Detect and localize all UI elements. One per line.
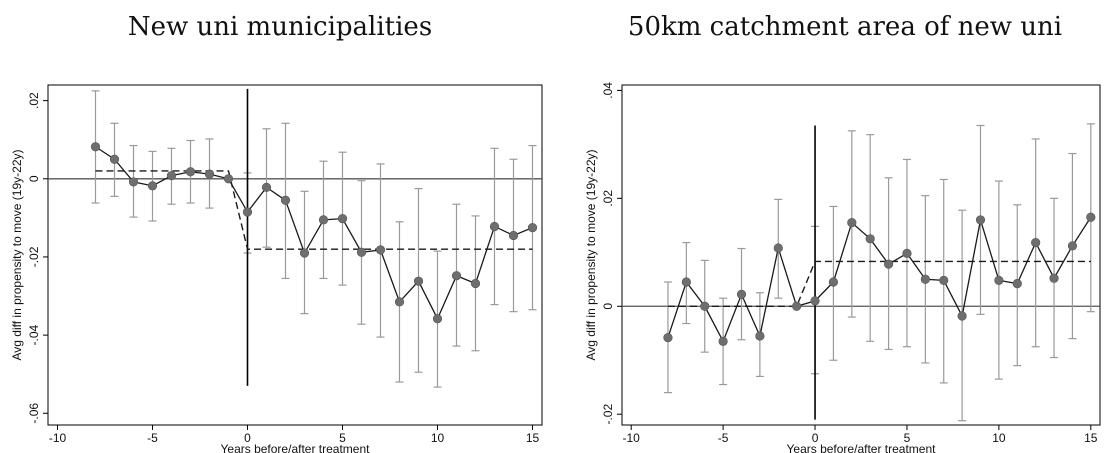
y-tick-label: .02 <box>27 92 41 109</box>
x-tick-label: 10 <box>992 431 1006 445</box>
estimate-point <box>718 336 728 346</box>
y-tick-label: 0 <box>601 303 615 310</box>
pre-post-average-line <box>667 260 1091 307</box>
estimate-point <box>1067 241 1078 251</box>
estimate-point <box>109 154 120 164</box>
estimate-point <box>508 230 519 241</box>
estimate-point <box>166 171 177 181</box>
estimate-point <box>128 177 139 187</box>
right-chart: -10 -5 0 5 10 15 -.02 0 .02 .04 Years before/after… <box>584 82 1101 453</box>
x-axis-title: Years before/after treatment <box>221 442 371 453</box>
x-tick-label: 0 <box>244 431 251 445</box>
estimate-point <box>957 311 967 321</box>
estimate-point <box>902 248 912 258</box>
left-chart: -10 -5 0 5 10 15 -.06 -.04 -.02 0 .02 Years before/… <box>10 84 543 453</box>
estimate-point <box>865 234 875 244</box>
left-panel-title: New uni municipalities <box>127 12 433 42</box>
pre-post-average-line <box>95 170 533 250</box>
y-tick-label: 0 <box>27 175 41 182</box>
estimate-point <box>736 289 747 299</box>
estimate-point <box>147 181 158 191</box>
x-axis-title: Years before/after treatment <box>787 442 937 453</box>
estimate-point <box>681 277 691 287</box>
estimate-point <box>1031 237 1041 248</box>
y-axis-title: Avg diff in propensity to move (19y-22y) <box>584 150 598 361</box>
y-tick-label: -.04 <box>27 324 41 345</box>
x-tick-label: 10 <box>431 431 445 445</box>
plot-frame <box>621 84 1101 426</box>
estimate-point <box>1012 279 1022 289</box>
estimate-point <box>318 215 329 225</box>
estimate-point <box>792 301 802 311</box>
y-tick-label: .02 <box>601 190 615 207</box>
estimate-point <box>242 207 253 217</box>
y-axis-title: Avg diff in propensity to move (19y-22y) <box>10 150 24 361</box>
estimate-point <box>489 221 500 232</box>
estimate-point <box>413 276 424 286</box>
estimate-point <box>810 296 820 306</box>
y-tick-label: .04 <box>601 82 615 99</box>
estimate-point <box>939 275 949 285</box>
estimate-point <box>883 259 894 269</box>
estimate-point <box>1049 273 1059 283</box>
x-tick-label: 15 <box>526 431 540 445</box>
estimate-point <box>394 297 405 307</box>
x-tick-label: -5 <box>147 431 158 445</box>
estimate-point <box>375 245 386 255</box>
y-tick-label: -.02 <box>601 404 615 425</box>
estimate-point <box>828 277 839 287</box>
estimate-point <box>994 275 1004 285</box>
estimate-point <box>975 215 986 225</box>
estimate-point <box>663 332 673 343</box>
x-tick-label: 0 <box>812 431 819 445</box>
estimate-point <box>280 195 291 205</box>
estimate-point <box>920 274 930 284</box>
estimate-point <box>261 182 272 192</box>
estimate-line <box>667 216 1092 343</box>
estimate-point <box>90 142 101 152</box>
estimate-line <box>95 146 533 321</box>
plot-frame <box>47 84 543 426</box>
y-tick-label: -.02 <box>27 246 41 267</box>
x-tick-label: -5 <box>718 431 729 445</box>
estimate-point <box>451 271 462 281</box>
estimate-point <box>223 174 234 184</box>
estimate-point <box>299 248 310 258</box>
estimate-point <box>773 243 783 253</box>
x-tick-label: 5 <box>904 431 911 445</box>
estimate-point <box>204 169 215 179</box>
estimate-point <box>185 167 196 177</box>
x-tick-label: 15 <box>1084 431 1098 445</box>
estimate-point <box>356 247 367 257</box>
estimate-point <box>700 301 710 311</box>
x-tick-label: 5 <box>339 431 346 445</box>
y-tick-label: -.06 <box>27 403 41 424</box>
estimate-point <box>527 223 538 233</box>
x-tick-label: -10 <box>49 431 67 445</box>
x-tick-label: -10 <box>623 431 641 445</box>
estimate-point <box>432 314 443 324</box>
estimate-point <box>337 214 348 224</box>
estimate-point <box>847 218 857 228</box>
right-panel-title: 50km catchment area of new uni <box>627 12 1063 42</box>
estimate-point <box>1086 212 1096 222</box>
estimate-point <box>755 331 765 341</box>
estimate-point <box>470 278 481 289</box>
